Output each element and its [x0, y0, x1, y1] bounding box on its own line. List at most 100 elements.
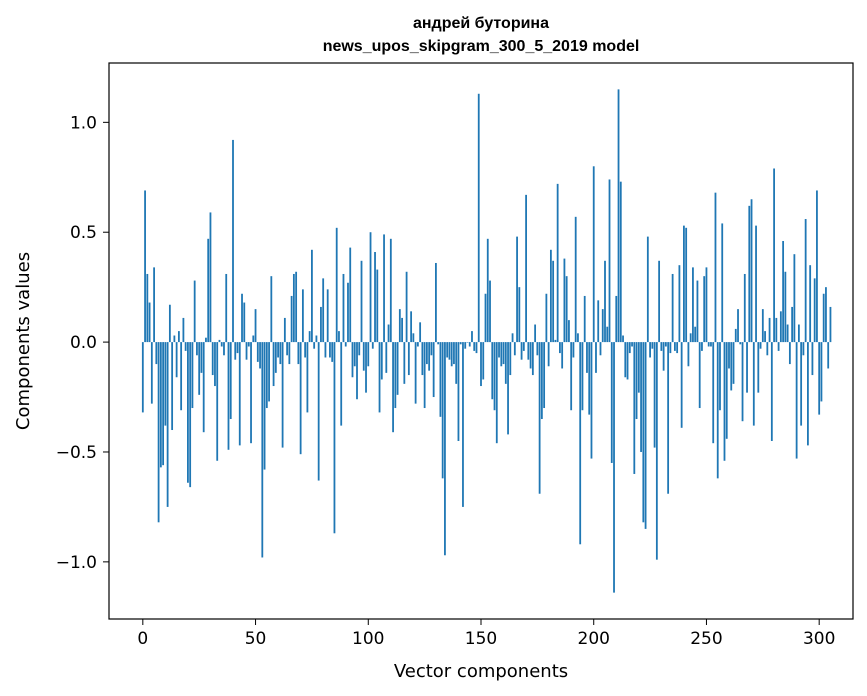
bar-37	[225, 273, 228, 343]
bar-210	[615, 295, 618, 343]
bar-18	[182, 317, 185, 343]
bar-1	[144, 190, 146, 343]
bar-213	[622, 335, 624, 343]
bar-183	[554, 339, 557, 343]
bar-158	[498, 342, 500, 358]
bar-34	[218, 339, 221, 343]
bar-39	[229, 342, 232, 420]
bar-40	[232, 139, 234, 343]
bar-188	[565, 276, 568, 343]
bar-290	[795, 342, 798, 459]
bar-254	[714, 192, 717, 343]
y-tick-label: 0.5	[70, 223, 97, 243]
bar-283	[779, 311, 782, 343]
bar-196	[583, 295, 586, 343]
bar-55	[265, 342, 268, 409]
bar-154	[489, 280, 491, 343]
bar-51	[256, 342, 259, 362]
bar-170	[525, 194, 527, 343]
bar-129	[432, 342, 435, 398]
bar-240	[683, 225, 685, 343]
bar-235	[671, 273, 674, 343]
bar-7	[157, 342, 160, 523]
bar-255	[716, 342, 719, 479]
bar-206	[606, 326, 609, 343]
bar-211	[617, 89, 620, 343]
bar-223	[644, 342, 647, 529]
bar-99	[365, 342, 367, 393]
bar-198	[588, 342, 591, 415]
bar-256	[719, 342, 721, 411]
bar-220	[637, 342, 640, 393]
bar-298	[813, 278, 816, 343]
bar-137	[450, 342, 453, 367]
bar-29	[207, 238, 210, 343]
bar-113	[396, 342, 399, 395]
bar-20	[187, 342, 189, 483]
bar-160	[502, 342, 505, 365]
bar-128	[430, 342, 433, 356]
bar-269	[748, 205, 751, 343]
bar-143	[464, 342, 467, 349]
bar-10	[164, 342, 167, 426]
bar-214	[624, 342, 627, 378]
bar-53	[261, 342, 264, 558]
bar-83	[329, 342, 331, 358]
bar-82	[326, 289, 329, 343]
bar-14	[173, 335, 176, 343]
bar-293	[802, 342, 805, 356]
bar-236	[673, 342, 676, 351]
bar-86	[335, 227, 338, 343]
bar-245	[694, 326, 697, 343]
bar-169	[522, 342, 525, 351]
bar-292	[800, 342, 803, 426]
bar-100	[367, 342, 370, 367]
bar-295	[807, 342, 809, 446]
bar-228	[655, 342, 658, 560]
bar-204	[601, 309, 604, 343]
bar-30	[209, 212, 212, 343]
bar-179	[545, 293, 548, 343]
bar-54	[263, 342, 266, 470]
bar-244	[692, 267, 694, 343]
bar-127	[428, 342, 431, 371]
bar-243	[689, 333, 692, 343]
bar-300	[818, 342, 821, 415]
bar-175	[536, 342, 539, 356]
bar-97	[360, 260, 363, 343]
x-tick-label: 0	[137, 629, 148, 649]
y-tick-label: −1.0	[56, 553, 97, 573]
bar-216	[628, 342, 631, 354]
bar-42	[236, 342, 239, 354]
bar-257	[721, 223, 724, 343]
bar-250	[705, 267, 708, 343]
bar-277	[766, 342, 769, 356]
bar-19	[184, 342, 187, 351]
x-tick-label: 150	[465, 629, 497, 649]
bar-159	[500, 342, 503, 367]
bar-62	[281, 342, 284, 448]
bar-46	[245, 342, 248, 360]
bar-229	[658, 260, 661, 343]
bar-259	[725, 342, 728, 439]
bar-189	[568, 320, 570, 343]
bar-98	[362, 342, 365, 371]
y-tick-label: 1.0	[70, 113, 97, 133]
bar-12	[168, 304, 171, 343]
bar-50	[254, 309, 257, 343]
bar-125	[423, 342, 426, 409]
bar-119	[410, 311, 413, 343]
plot-frame	[108, 62, 854, 620]
bar-61	[279, 342, 282, 365]
bar-222	[642, 342, 645, 523]
bar-132	[439, 342, 442, 417]
bar-75	[311, 249, 313, 343]
bar-149	[477, 93, 480, 343]
y-tick-label: 0.0	[70, 333, 97, 353]
bar-13	[171, 342, 174, 431]
bar-38	[227, 342, 230, 450]
bar-286	[786, 324, 789, 343]
bar-71	[301, 289, 304, 343]
bar-6	[155, 342, 158, 365]
bar-271	[752, 342, 755, 426]
